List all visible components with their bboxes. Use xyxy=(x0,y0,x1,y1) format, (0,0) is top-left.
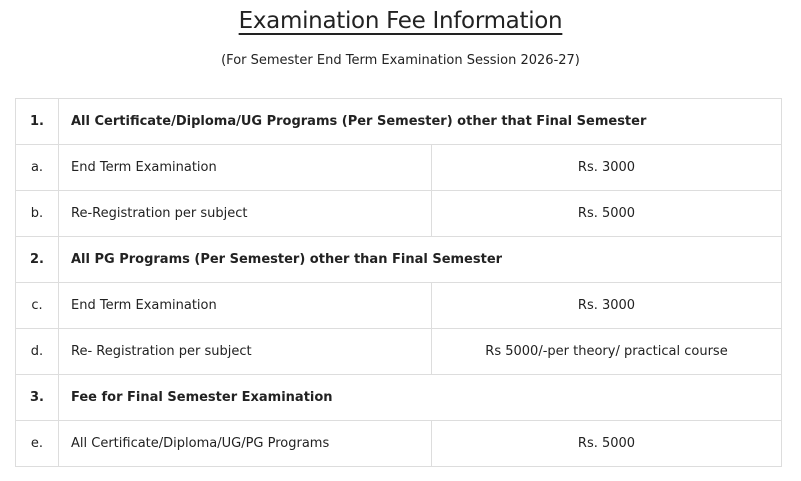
section-number: 2. xyxy=(15,236,59,283)
page-subtitle: (For Semester End Term Examination Sessi… xyxy=(221,53,580,68)
fee-label: End Term Examination xyxy=(58,144,432,191)
fee-amount: Rs. 3000 xyxy=(431,144,782,191)
fee-label: All Certificate/Diploma/UG/PG Programs xyxy=(58,420,432,467)
row-letter: d. xyxy=(15,328,59,375)
fee-amount: Rs. 5000 xyxy=(431,190,782,237)
row-letter: e. xyxy=(15,420,59,467)
row-letter: b. xyxy=(15,190,59,237)
section-header-row: 2. All PG Programs (Per Semester) other … xyxy=(15,236,782,283)
fee-row: e. All Certificate/Diploma/UG/PG Program… xyxy=(15,420,782,467)
fee-row: a. End Term Examination Rs. 3000 xyxy=(15,144,782,191)
fee-label: Re- Registration per subject xyxy=(58,328,432,375)
section-heading: All PG Programs (Per Semester) other tha… xyxy=(58,236,782,283)
section-header-row: 3. Fee for Final Semester Examination xyxy=(15,374,782,421)
section-number: 3. xyxy=(15,374,59,421)
fee-amount: Rs. 3000 xyxy=(431,282,782,329)
fee-table: 1. All Certificate/Diploma/UG Programs (… xyxy=(15,98,782,467)
fee-row: d. Re- Registration per subject Rs 5000/… xyxy=(15,328,782,375)
row-letter: c. xyxy=(15,282,59,329)
section-heading: Fee for Final Semester Examination xyxy=(58,374,782,421)
fee-amount: Rs 5000/-per theory/ practical course xyxy=(431,328,782,375)
fee-label: End Term Examination xyxy=(58,282,432,329)
section-number: 1. xyxy=(15,98,59,145)
fee-row: b. Re-Registration per subject Rs. 5000 xyxy=(15,190,782,237)
fee-row: c. End Term Examination Rs. 3000 xyxy=(15,282,782,329)
section-heading: All Certificate/Diploma/UG Programs (Per… xyxy=(58,98,782,145)
section-header-row: 1. All Certificate/Diploma/UG Programs (… xyxy=(15,98,782,145)
row-letter: a. xyxy=(15,144,59,191)
page-title: Examination Fee Information xyxy=(238,8,563,34)
fee-label: Re-Registration per subject xyxy=(58,190,432,237)
fee-amount: Rs. 5000 xyxy=(431,420,782,467)
